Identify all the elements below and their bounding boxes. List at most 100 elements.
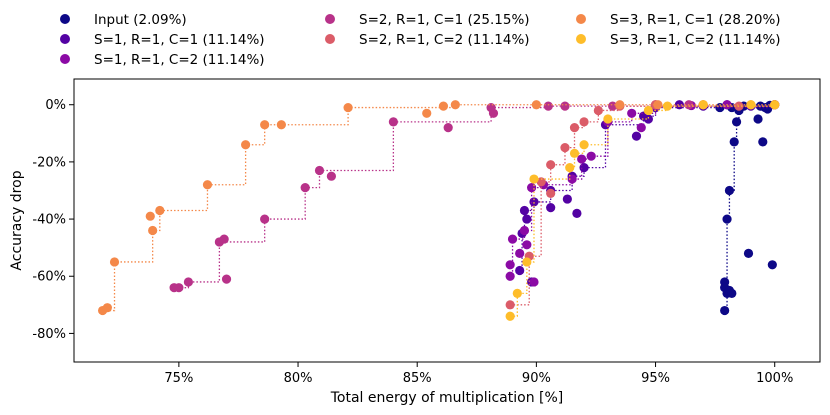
series-3-point [505,260,515,270]
series-3-point [567,174,577,184]
legend-label: S=2, R=1, C=2 (11.14%) [359,32,530,48]
series-6-point [145,211,155,221]
y-axis-label: Accuracy drop [9,170,25,270]
series-1-point [758,137,768,147]
series-7-point [746,100,756,110]
series-1-point [743,248,754,258]
series-2-point [643,114,653,124]
series-4-point [260,214,270,224]
legend-item: S=2, R=1, C=1 (25.15%) [325,12,530,28]
series-4-point [543,101,553,111]
legend-marker [576,34,586,44]
legend-label: S=1, R=1, C=1 (11.14%) [94,32,265,48]
series-7-frontier-line [510,104,776,317]
series-3-point [529,277,539,287]
series-7-point [569,148,580,158]
series-5-frontier-line [510,104,776,306]
series-3-point [577,154,587,164]
series-7-point [643,105,653,116]
series-1-point [724,185,735,196]
legend-label: S=3, R=1, C=2 (11.14%) [610,32,781,48]
series-2-point [515,265,525,276]
series-4-point [219,234,229,244]
series-6-point [276,120,286,130]
series-4 [169,100,780,293]
y-tick-label: -20% [32,155,66,170]
series-5-point [546,160,556,170]
series-4-point [488,108,499,118]
series-1-point [729,137,739,147]
legend: Input (2.09%) S=1, R=1, C=1 (11.14%) S=1, … [60,12,781,68]
series-6-point [202,180,213,190]
series-6-point [102,303,112,313]
series-1 [715,100,780,316]
legend-item: S=1, R=1, C=2 (11.14%) [60,52,265,68]
series-2-point [562,194,572,204]
series-6-point [260,120,270,130]
series-7-point [603,114,613,124]
series-2-point [674,100,684,110]
plot-frame [73,78,821,363]
series-3-point [627,108,637,118]
x-tick-label: 100% [756,371,793,386]
x-tick-label: 75% [164,371,193,386]
series-1-point [767,260,777,270]
series-6-point [450,100,460,110]
y-tick-label: -80% [32,327,66,342]
series-1-point [731,117,742,127]
legend-item: S=3, R=1, C=2 (11.14%) [576,32,781,48]
series-7-point [698,100,708,110]
series-4-point [326,171,337,181]
series-5-point [560,143,570,153]
series-1-point [722,214,732,224]
series-4-point [174,283,184,293]
x-tick-label: 85% [403,371,432,386]
series-6-point [422,108,432,118]
x-axis-label: Total energy of multiplication [%] [330,390,564,406]
series-3-point [522,240,532,250]
legend-marker [60,54,70,64]
series-4-point [560,101,570,111]
legend-item: S=1, R=1, C=1 (11.14%) [60,32,265,48]
series-6-point [653,100,663,110]
series-2-point [631,131,642,141]
series-2-point [522,214,532,224]
y-tick-label: -40% [32,213,66,228]
series-7-point [579,140,589,150]
series-3-point [636,122,646,133]
series-1-frontier-line [724,104,776,312]
series-3-point [527,183,537,193]
series-6-point [155,205,165,216]
legend-label: S=3, R=1, C=1 (28.20%) [610,12,781,28]
x-tick-label: 90% [522,371,551,386]
series-5-point [579,117,589,127]
series-6-frontier-line [102,104,775,312]
plot-area [98,100,780,321]
legend-marker [576,14,586,24]
legend-marker [60,34,70,44]
legend-marker [325,14,335,24]
series-5-point [546,188,556,198]
x-tick-label: 95% [641,371,670,386]
series-6-point [438,101,449,111]
series-4-point [300,183,310,193]
series-7-point [565,163,575,173]
series-6-point [109,257,120,267]
series-2-point [572,208,582,218]
series-4-point [388,117,398,127]
series-4-point [608,101,618,111]
series-1-point [715,102,725,113]
series-4-point [443,122,453,133]
series-5-point [593,105,603,116]
series-1-point [720,305,730,316]
series-7-point [662,101,673,111]
series-3-point [515,248,525,258]
legend-item: Input (2.09%) [60,12,187,28]
legend-label: Input (2.09%) [94,12,187,28]
series-7-point [770,100,780,110]
series-6-point [615,100,625,110]
legend-item: S=3, R=1, C=1 (28.20%) [576,12,781,28]
series-7-point [505,311,515,321]
series-5-point [505,300,515,310]
legend-marker [60,14,70,24]
